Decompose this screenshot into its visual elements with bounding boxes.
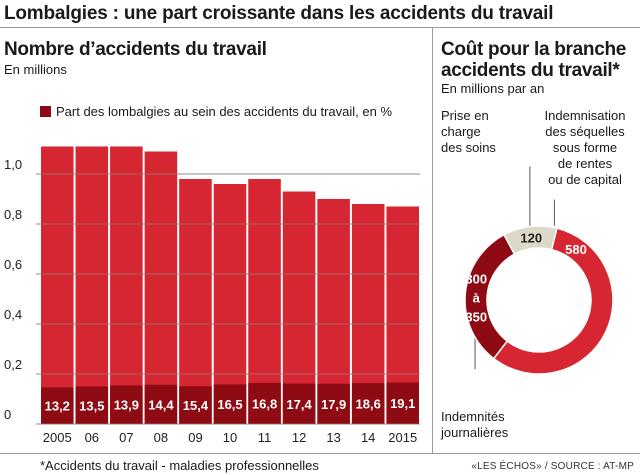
data-label: 13,5	[79, 398, 104, 413]
donut-value-label: à	[473, 291, 481, 306]
bar-lombalgies	[351, 383, 385, 424]
data-label: 17,4	[286, 397, 312, 412]
footer-divider	[0, 453, 640, 454]
data-label: 18,6	[356, 397, 381, 412]
donut-value-label: 350	[465, 310, 487, 325]
annotation-indemnites: Indemnités journalières	[441, 409, 508, 441]
donut-value-label: 580	[565, 242, 587, 257]
legend-swatch	[40, 106, 51, 117]
bar-lombalgies	[248, 382, 281, 424]
x-tick-label: 10	[223, 430, 237, 445]
donut-chart-units: En millions par an	[441, 81, 545, 96]
page-title: Lombalgies : une part croissante dans le…	[4, 3, 554, 24]
bar-accidents	[41, 146, 74, 424]
data-label: 16,5	[217, 397, 242, 412]
x-tick-label: 09	[188, 430, 202, 445]
annotation-line: Indemnisation	[544, 108, 626, 123]
annotation-line: journalières	[441, 425, 509, 440]
y-tick-label: 1,0	[4, 157, 22, 172]
bar-lombalgies	[75, 386, 109, 424]
donut-heading-line-1: Coût pour la branche	[441, 39, 627, 60]
annotation-line: des soins	[441, 140, 496, 155]
bar-lombalgies	[144, 384, 178, 424]
footnote: *Accidents du travail - maladies profess…	[40, 458, 319, 473]
section-divider	[432, 28, 433, 453]
donut-chart: 580 300 à 350 120	[464, 166, 614, 375]
bar-accidents	[144, 151, 178, 424]
bar-lombalgies	[179, 386, 212, 424]
x-tick-label: 07	[119, 430, 133, 445]
donut-slice	[492, 227, 614, 375]
bar-chart: 13,2 13,5 13,9 14,4 15,4 16,5 16,8 17,4 17,9 18,6…	[4, 146, 420, 445]
y-tick-label: 0,4	[4, 307, 22, 322]
annotation-line: Indemnités	[441, 409, 505, 424]
donut-slice	[503, 225, 558, 256]
annotation-line: Prise en	[441, 108, 489, 123]
x-tick-label: 14	[361, 430, 375, 445]
data-label: 14,4	[148, 397, 174, 412]
annotation-line: charge	[441, 124, 481, 139]
data-label: 15,4	[183, 398, 209, 413]
donut-chart-heading: Coût pour la branche accidents du travai…	[441, 39, 626, 81]
data-label: 17,9	[321, 397, 346, 412]
x-tick-label: 12	[292, 430, 306, 445]
bar-accidents	[110, 146, 143, 424]
bar-lombalgies	[110, 385, 143, 424]
y-tick-label: 0,8	[4, 207, 22, 222]
data-label: 13,9	[114, 398, 139, 413]
x-tick-label: 13	[326, 430, 340, 445]
source-credit: «LES ÉCHOS» / SOURCE : AT-MP	[471, 461, 634, 472]
y-tick-label: 0,2	[4, 357, 22, 372]
y-tick-label: 0	[4, 407, 11, 422]
bar-lombalgies	[41, 387, 74, 424]
y-tick-label: 0,6	[4, 257, 22, 272]
x-tick-label: 11	[258, 430, 272, 445]
annotation-line: sous forme	[552, 140, 618, 155]
annotation-indemnisation: Indemnisation des séquelles sous forme d…	[535, 108, 635, 188]
donut-value-label: 300	[465, 272, 487, 287]
bar-chart-units: En millions	[4, 62, 67, 77]
bar-accidents	[75, 146, 109, 424]
bar-lombalgies	[386, 382, 419, 424]
annotation-line: des séquelles	[545, 124, 625, 139]
title-divider	[0, 27, 640, 28]
donut-heading-line-2: accidents du travail*	[441, 60, 620, 81]
data-label: 13,2	[45, 399, 70, 414]
legend-label: Part des lombalgies au sein des accident…	[56, 104, 393, 119]
x-tick-label: 2015	[388, 430, 417, 445]
annotation-line: ou de capital	[548, 172, 622, 187]
x-tick-label: 06	[85, 430, 99, 445]
data-label: 19,1	[390, 396, 415, 411]
donut-value-label: 120	[520, 230, 542, 245]
x-tick-label: 2005	[43, 430, 72, 445]
bar-lombalgies	[213, 384, 247, 424]
annotation-prise-en-charge: Prise en charge des soins	[441, 108, 496, 156]
bar-accidents	[179, 179, 212, 424]
x-tick-label: 08	[154, 430, 168, 445]
bar-chart-heading: Nombre d’accidents du travail	[4, 39, 267, 60]
annotation-line: de rentes	[557, 156, 613, 171]
bar-lombalgies	[282, 383, 316, 424]
bar-lombalgies	[317, 383, 350, 424]
bar-chart-legend: Part des lombalgies au sein des accident…	[40, 104, 392, 119]
data-label: 16,8	[252, 396, 277, 411]
